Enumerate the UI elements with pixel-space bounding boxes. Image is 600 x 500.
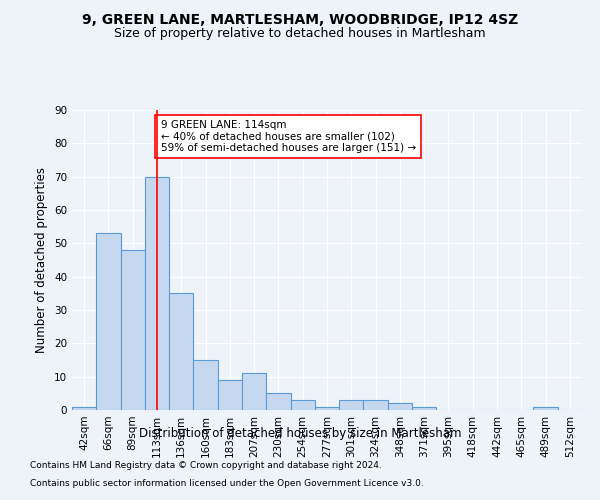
Y-axis label: Number of detached properties: Number of detached properties (35, 167, 49, 353)
Bar (412, 406, 436, 410)
Bar (266, 394, 290, 410)
Bar (315, 406, 339, 410)
Text: Size of property relative to detached houses in Martlesham: Size of property relative to detached ho… (114, 28, 486, 40)
Bar (242, 374, 266, 410)
Bar (72, 406, 96, 410)
Bar (145, 176, 169, 410)
Bar (339, 400, 364, 410)
Bar (169, 294, 193, 410)
Bar (218, 380, 242, 410)
Bar (533, 406, 558, 410)
Text: 9 GREEN LANE: 114sqm
← 40% of detached houses are smaller (102)
59% of semi-deta: 9 GREEN LANE: 114sqm ← 40% of detached h… (161, 120, 416, 153)
Text: Contains HM Land Registry data © Crown copyright and database right 2024.: Contains HM Land Registry data © Crown c… (30, 461, 382, 470)
Bar (193, 360, 218, 410)
Bar (121, 250, 145, 410)
Bar (388, 404, 412, 410)
Bar (364, 400, 388, 410)
Text: Contains public sector information licensed under the Open Government Licence v3: Contains public sector information licen… (30, 478, 424, 488)
Text: 9, GREEN LANE, MARTLESHAM, WOODBRIDGE, IP12 4SZ: 9, GREEN LANE, MARTLESHAM, WOODBRIDGE, I… (82, 12, 518, 26)
Bar (290, 400, 315, 410)
Bar (96, 234, 121, 410)
Text: Distribution of detached houses by size in Martlesham: Distribution of detached houses by size … (139, 428, 461, 440)
